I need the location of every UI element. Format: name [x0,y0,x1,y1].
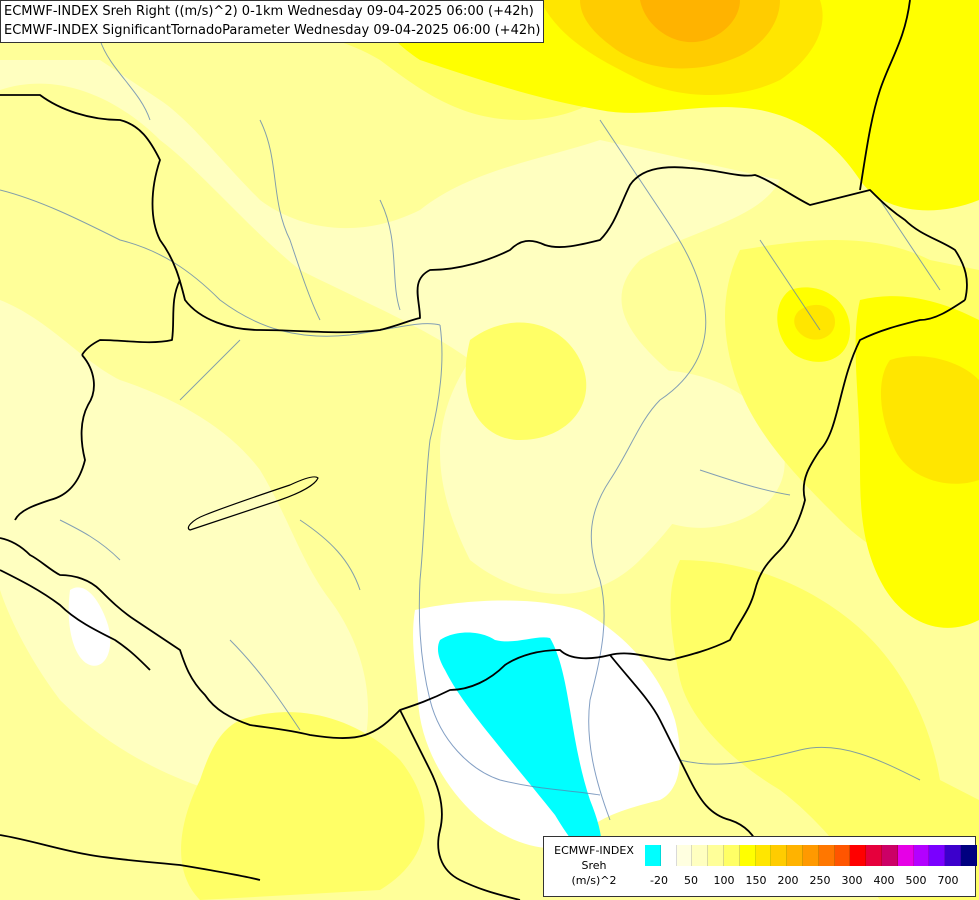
legend-swatch [723,845,740,866]
map-title-box: ECMWF-INDEX Sreh Right ((m/s)^2) 0-1km W… [0,0,545,43]
legend-swatch [692,845,709,866]
lake-outline [187,476,319,531]
legend-tick-label: 150 [745,874,767,887]
legend-tick-label: 200 [777,874,799,887]
legend-title: ECMWF-INDEX Sreh (m/s)^2 [546,843,642,888]
legend-tick-label: 500 [905,874,927,887]
legend-swatch [708,845,724,866]
field-gold-east [880,356,979,484]
legend-swatch [897,845,914,866]
field-yellow-southeast [670,560,979,900]
legend-tick-label: 50 [684,874,698,887]
field-cyan-south [437,632,602,865]
field-dark-orange [640,0,740,43]
legend-title-line1: ECMWF-INDEX [554,844,634,857]
legend-tick-label: 400 [873,874,895,887]
legend-swatch [645,845,661,866]
legend-tick-label: 300 [841,874,863,887]
legend-tick-label: 100 [713,874,735,887]
legend-swatch [913,845,930,866]
legend-swatch [660,845,677,866]
legend-swatch [739,845,756,866]
legend-swatch [929,845,946,866]
legend-tick-label: 700 [937,874,959,887]
legend-swatches [645,845,977,866]
field-yellow-south [181,712,425,900]
field-yellow-center [465,322,587,440]
legend-swatch [787,845,803,866]
legend-swatch [834,845,851,866]
legend-ticks: -20 50 100 150 200 250 300 400 500 700 [645,873,971,889]
map-title-line2: ECMWF-INDEX SignificantTornadoParameter … [4,23,541,38]
legend-swatch [881,845,898,866]
legend-swatch [850,845,867,866]
legend-swatch [945,845,961,866]
legend-swatch [802,845,819,866]
legend-title-line3: (m/s)^2 [571,874,617,887]
legend-swatch [755,845,772,866]
color-legend: ECMWF-INDEX Sreh (m/s)^2 -20 50 100 150 200 2… [543,836,977,897]
legend-title-line2: Sreh [581,859,607,872]
legend-swatch [960,845,977,866]
field-pale-southwest [0,300,369,800]
legend-tick-label: 250 [809,874,831,887]
field-pale-east [591,370,785,528]
legend-swatch [771,845,788,866]
legend-tick-label: -20 [650,874,668,887]
map-title-line1: ECMWF-INDEX Sreh Right ((m/s)^2) 0-1km W… [4,4,534,19]
legend-swatch [866,845,882,866]
river-lines [0,39,941,821]
field-pale-west [0,60,780,594]
legend-swatch [676,845,693,866]
field-bright-north [379,0,979,211]
legend-swatch [818,845,835,866]
